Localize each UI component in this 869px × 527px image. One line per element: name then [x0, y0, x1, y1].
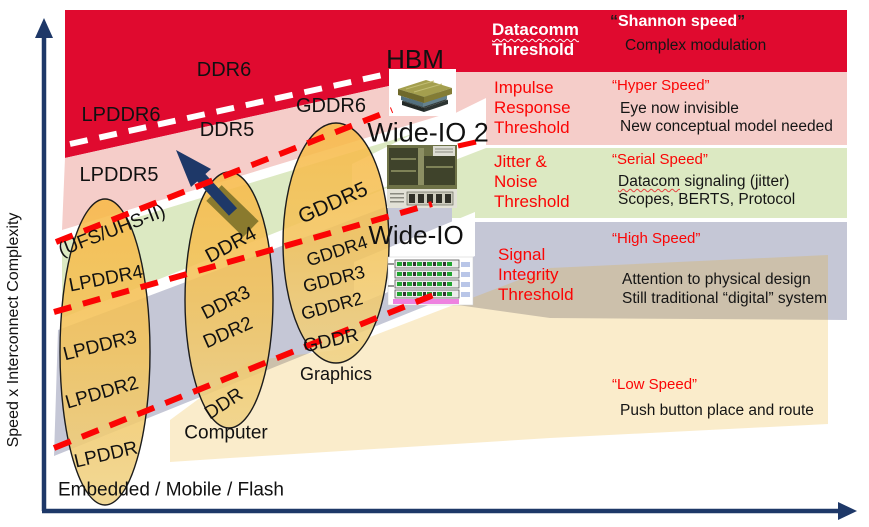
serial-note-1: Datacom signaling (jitter) [618, 173, 790, 190]
signal-threshold-line [52, 291, 438, 451]
label-embedded-mobile-flash: Embedded / Mobile / Flash [57, 479, 285, 501]
high-note-1: Attention to physical design [622, 271, 811, 288]
wideio2-photo [387, 145, 457, 208]
label-wideio: Wide-IO [368, 220, 464, 250]
label-computer: Computer [184, 422, 268, 444]
datacomm-threshold-line [69, 71, 388, 147]
band-high-gray [54, 182, 847, 456]
band-shannon-red [65, 10, 847, 158]
jitter-threshold-line [53, 201, 433, 315]
impulse-threshold-line-end [457, 139, 477, 149]
hyper-speed-title: “Hyper Speed” [612, 77, 710, 94]
gddr-family-ellipse [282, 122, 390, 364]
band-hyper-pink-left [62, 72, 452, 230]
y-axis-arrowhead [35, 18, 53, 38]
trend-arrow-shaft [191, 168, 238, 216]
jitter-threshold-label: Jitter & Noise Threshold [494, 152, 570, 211]
label-wideio2: Wide-IO 2 [367, 117, 489, 148]
low-speed-title: “Low Speed” [612, 376, 698, 393]
label-graphics: Graphics [299, 364, 373, 384]
shannon-note: Complex modulation [625, 37, 767, 54]
x-axis-arrowhead [838, 502, 857, 520]
hyper-note-2: New conceptual model needed [620, 118, 833, 135]
impulse-threshold-label: Impulse Response Threshold [494, 78, 571, 137]
serial-speed-title: “Serial Speed” [612, 151, 708, 168]
hbm-photo [398, 80, 452, 112]
band-serial-green-right [452, 148, 847, 218]
high-note-2: Still traditional “digital” system [622, 290, 828, 307]
high-speed-title: “High Speed” [612, 230, 701, 247]
band-low-tan [170, 255, 828, 462]
impulse-threshold-line [54, 107, 394, 245]
trend-arrow-head [176, 150, 211, 187]
label-gddr6: GDDR6 [295, 95, 367, 117]
signal-threshold-label: Signal Integrity Threshold [498, 245, 574, 304]
low-note-1: Push button place and route [620, 402, 814, 419]
shannon-speed-title: “Shannon speed” [610, 13, 746, 30]
label-lpddr6: LPDDR6 [81, 104, 161, 126]
label-lpddr5: LPDDR5 [79, 164, 159, 186]
band-hyper-pink-right [452, 72, 847, 145]
label-ddr6: DDR6 [196, 59, 252, 81]
label-hbm: HBM [386, 44, 444, 74]
label-ddr5: DDR5 [199, 119, 255, 141]
datacomm-threshold-label: Datacomm Threshold [492, 20, 579, 59]
serial-note-2: Scopes, BERTS, Protocol [618, 191, 796, 208]
lpddr-family-ellipse [59, 198, 151, 506]
y-axis-label: Speed x Interconnect Complexity [5, 212, 22, 448]
hyper-note-1: Eye now invisible [620, 100, 739, 117]
